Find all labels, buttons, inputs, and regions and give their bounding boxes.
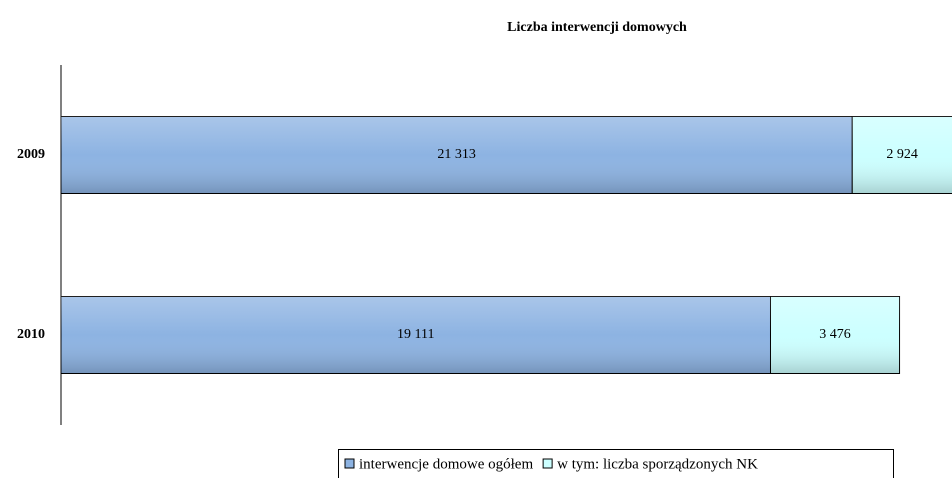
- value-label: 3 476: [819, 327, 851, 342]
- legend-label: interwencje domowe ogółem: [359, 456, 533, 472]
- y-tick-label: 2009: [17, 147, 45, 162]
- value-label: 21 313: [437, 147, 476, 162]
- chart-title: Liczba interwencji domowych: [507, 20, 687, 35]
- legend-swatch: [344, 458, 355, 469]
- value-label: 2 924: [886, 147, 918, 162]
- value-label: 19 111: [397, 327, 434, 342]
- y-tick-label: 2010: [17, 327, 45, 342]
- legend-label: w tym: liczba sporządzonych NK: [557, 456, 758, 472]
- legend-box: [338, 449, 894, 478]
- legend-swatch: [542, 458, 553, 469]
